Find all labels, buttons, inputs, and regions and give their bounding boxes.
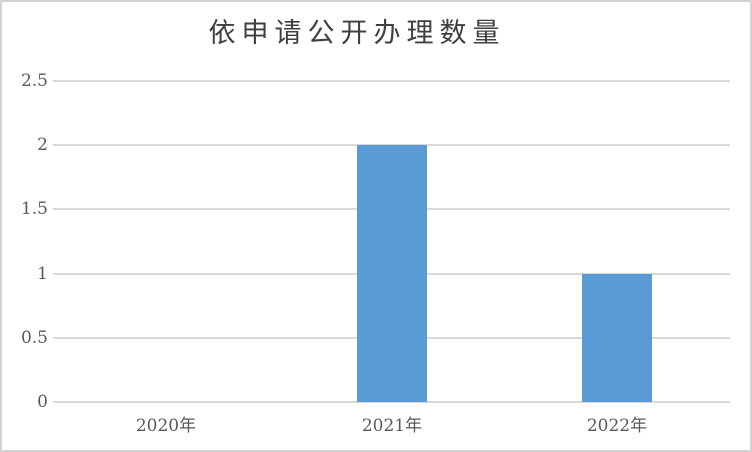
x-axis-label: 2022年: [586, 416, 648, 436]
plot-area: [53, 80, 730, 403]
bar: [582, 274, 652, 402]
x-axis-label: 2020年: [135, 416, 197, 436]
bar: [357, 145, 427, 402]
x-axis-label: 2021年: [361, 416, 423, 436]
y-axis-tick-label: 1: [37, 264, 48, 284]
gridline: [53, 401, 730, 403]
y-axis-tick-label: 0.5: [20, 328, 48, 348]
y-axis-tick-label: 2.5: [20, 71, 48, 91]
chart-title: 依申请公开办理数量: [208, 18, 506, 49]
y-axis-tick-label: 1.5: [20, 199, 48, 219]
y-axis-tick-label: 0: [37, 392, 48, 412]
gridline: [53, 80, 730, 82]
y-axis-tick-label: 2: [37, 135, 48, 155]
